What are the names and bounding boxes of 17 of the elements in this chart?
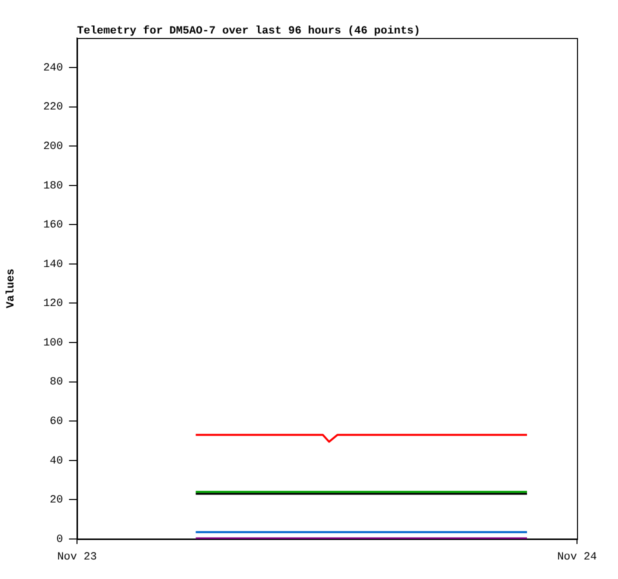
y-tick-label: 40 (50, 455, 63, 468)
y-tick-label: 200 (43, 140, 63, 153)
y-tick-label: 120 (43, 298, 63, 310)
chart-title: Telemetry for DM5AO-7 over last 96 hours (46 points) (77, 24, 420, 38)
y-tick-label: 240 (43, 62, 63, 74)
y-tick-label: 160 (43, 220, 63, 232)
y-tick-label: 80 (50, 376, 63, 389)
x-tick-label: Nov 23 (57, 552, 97, 564)
y-tick-label: 0 (56, 534, 63, 546)
y-tick-label: 60 (50, 416, 63, 428)
y-tick-label: 220 (43, 102, 63, 114)
y-tick-label: 20 (50, 494, 63, 507)
x-tick-label: Nov 24 (557, 552, 598, 564)
y-tick-label: 100 (43, 337, 63, 350)
y-axis-title: Values (5, 268, 18, 308)
y-tick-label: 180 (43, 180, 63, 192)
y-tick-label: 140 (43, 258, 63, 271)
